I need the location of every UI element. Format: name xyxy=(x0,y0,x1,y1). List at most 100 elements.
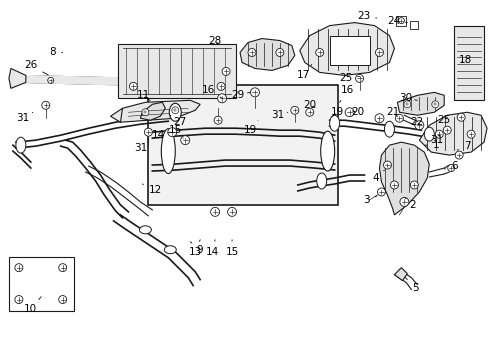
Text: 24: 24 xyxy=(387,15,407,26)
Circle shape xyxy=(395,114,403,122)
Circle shape xyxy=(145,128,152,136)
Polygon shape xyxy=(419,112,487,155)
Text: 9: 9 xyxy=(190,242,203,255)
Circle shape xyxy=(448,165,455,171)
Circle shape xyxy=(142,109,149,116)
Polygon shape xyxy=(138,75,158,85)
Text: 12: 12 xyxy=(143,184,162,195)
Polygon shape xyxy=(394,268,407,280)
Polygon shape xyxy=(240,39,295,71)
Text: 25: 25 xyxy=(438,115,451,125)
Circle shape xyxy=(377,188,386,196)
Text: 8: 8 xyxy=(49,48,63,58)
Text: 14: 14 xyxy=(152,130,171,140)
Text: 18: 18 xyxy=(459,55,472,66)
Circle shape xyxy=(410,181,418,189)
Circle shape xyxy=(172,107,179,114)
Text: 13: 13 xyxy=(189,240,202,257)
Text: 15: 15 xyxy=(169,125,183,138)
Bar xyxy=(330,36,369,66)
Circle shape xyxy=(48,77,54,84)
Circle shape xyxy=(443,126,451,134)
Text: 20: 20 xyxy=(351,107,364,117)
Circle shape xyxy=(222,67,230,75)
Bar xyxy=(148,85,338,205)
Circle shape xyxy=(316,49,324,57)
Text: 16: 16 xyxy=(201,85,222,98)
Bar xyxy=(119,44,236,98)
Text: 1: 1 xyxy=(425,140,440,150)
Circle shape xyxy=(217,82,225,90)
Circle shape xyxy=(214,116,222,124)
Text: 15: 15 xyxy=(225,240,239,257)
Polygon shape xyxy=(119,100,200,122)
Circle shape xyxy=(15,264,23,272)
Text: 19: 19 xyxy=(331,107,344,117)
Ellipse shape xyxy=(169,103,181,121)
Text: 5: 5 xyxy=(405,278,418,293)
Circle shape xyxy=(181,136,190,145)
Text: 30: 30 xyxy=(399,93,417,103)
Circle shape xyxy=(467,130,475,138)
Ellipse shape xyxy=(140,226,151,234)
Circle shape xyxy=(404,101,411,108)
Text: 29: 29 xyxy=(231,90,250,100)
Polygon shape xyxy=(397,92,444,115)
Text: 2: 2 xyxy=(405,198,416,210)
Circle shape xyxy=(375,49,384,57)
Polygon shape xyxy=(19,75,141,85)
Text: 19: 19 xyxy=(244,120,258,135)
Circle shape xyxy=(211,207,220,216)
Circle shape xyxy=(398,18,404,24)
Text: 17: 17 xyxy=(297,64,312,80)
Circle shape xyxy=(400,197,409,206)
Text: 27: 27 xyxy=(171,115,187,127)
Text: 11: 11 xyxy=(137,90,150,100)
Circle shape xyxy=(250,88,259,97)
Text: 20: 20 xyxy=(303,100,317,110)
Ellipse shape xyxy=(321,131,335,171)
Text: 26: 26 xyxy=(24,60,49,75)
Text: 31: 31 xyxy=(134,140,148,153)
Bar xyxy=(410,21,418,28)
Circle shape xyxy=(248,49,256,57)
Circle shape xyxy=(168,128,177,137)
Ellipse shape xyxy=(424,127,434,141)
Ellipse shape xyxy=(161,129,175,174)
Text: 4: 4 xyxy=(372,170,385,183)
Circle shape xyxy=(15,296,23,303)
Text: 16: 16 xyxy=(340,85,354,102)
Circle shape xyxy=(59,264,67,272)
Circle shape xyxy=(218,94,226,103)
Circle shape xyxy=(384,161,392,169)
Circle shape xyxy=(306,108,314,116)
Text: 21: 21 xyxy=(386,107,399,117)
Text: 14: 14 xyxy=(205,240,219,257)
Ellipse shape xyxy=(317,173,327,189)
Circle shape xyxy=(59,296,67,303)
Polygon shape xyxy=(379,142,429,215)
Circle shape xyxy=(345,108,354,117)
Circle shape xyxy=(291,106,299,114)
Ellipse shape xyxy=(164,246,176,254)
Circle shape xyxy=(356,75,364,82)
Bar xyxy=(9,257,74,311)
Circle shape xyxy=(42,101,50,109)
Circle shape xyxy=(129,82,137,90)
Bar xyxy=(454,26,484,100)
Text: 22: 22 xyxy=(411,117,424,127)
Circle shape xyxy=(276,49,284,57)
Text: 6: 6 xyxy=(444,161,458,171)
Circle shape xyxy=(457,113,465,121)
Text: 25: 25 xyxy=(339,73,360,84)
Circle shape xyxy=(227,207,237,216)
Circle shape xyxy=(375,114,384,123)
Polygon shape xyxy=(111,108,122,122)
Text: 23: 23 xyxy=(357,11,377,21)
Circle shape xyxy=(435,130,443,138)
Text: 31: 31 xyxy=(16,112,33,123)
Text: 3: 3 xyxy=(363,195,377,205)
Text: 31: 31 xyxy=(431,132,444,145)
Circle shape xyxy=(391,181,398,189)
Text: 10: 10 xyxy=(24,297,41,315)
